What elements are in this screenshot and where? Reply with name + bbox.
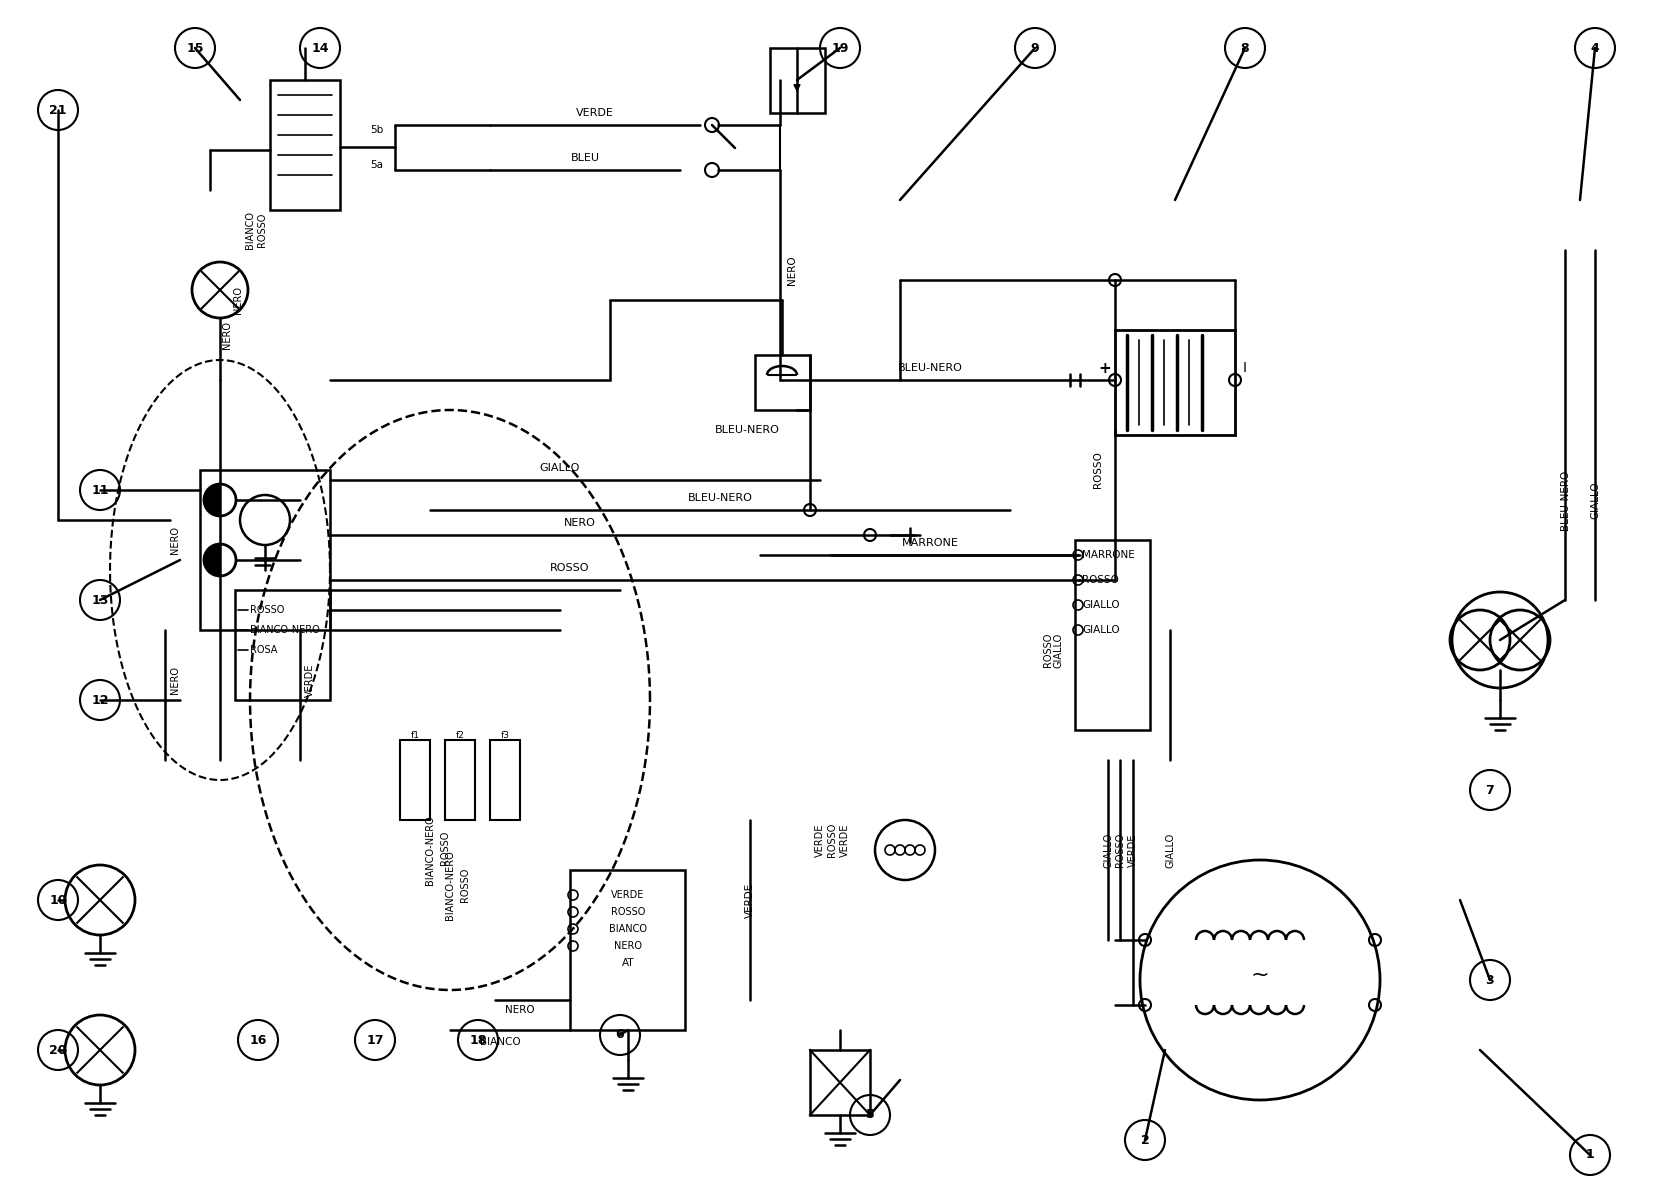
Text: BLEU-NERO: BLEU-NERO — [898, 363, 962, 374]
Text: 12: 12 — [91, 693, 109, 706]
Text: BLEU-NERO: BLEU-NERO — [688, 492, 752, 503]
Text: f1: f1 — [410, 730, 420, 740]
Text: VERDE: VERDE — [306, 663, 316, 697]
Text: NERO: NERO — [233, 286, 243, 313]
Text: 10: 10 — [50, 894, 66, 907]
Text: 4: 4 — [1590, 42, 1600, 54]
Text: ROSSO: ROSSO — [256, 213, 268, 247]
Text: NERO: NERO — [170, 526, 180, 554]
Text: 11: 11 — [91, 484, 109, 496]
Bar — [770, 48, 825, 113]
Text: BIANCO-NERO: BIANCO-NERO — [250, 625, 319, 635]
Text: f3: f3 — [501, 730, 509, 740]
Text: VERDE: VERDE — [815, 824, 825, 856]
Text: BLEU-NERO: BLEU-NERO — [1560, 470, 1570, 530]
Text: 1: 1 — [1585, 1148, 1595, 1161]
Bar — [200, 470, 331, 631]
Text: 7: 7 — [1486, 783, 1494, 796]
Text: 6: 6 — [615, 1028, 625, 1041]
Text: VERDE: VERDE — [746, 883, 755, 918]
Text: NERO: NERO — [170, 667, 180, 694]
Text: I: I — [1243, 362, 1246, 375]
Text: ROSSO: ROSSO — [826, 823, 836, 858]
Polygon shape — [203, 544, 220, 576]
Text: NERO: NERO — [564, 518, 597, 528]
Text: BLEU: BLEU — [570, 153, 600, 163]
Text: ROSSO: ROSSO — [612, 907, 645, 918]
Text: 8: 8 — [1241, 42, 1250, 54]
Bar — [269, 80, 341, 210]
Text: BIANCO-NERO: BIANCO-NERO — [425, 815, 435, 885]
Bar — [445, 740, 474, 820]
Text: 20: 20 — [50, 1044, 66, 1057]
Bar — [570, 870, 684, 1030]
Text: 5b: 5b — [370, 125, 383, 135]
Text: ROSSO: ROSSO — [1093, 452, 1103, 489]
Text: GIALLO: GIALLO — [1083, 625, 1119, 635]
Text: GIALLO: GIALLO — [1103, 832, 1112, 867]
Text: BIANCO-NERO: BIANCO-NERO — [445, 850, 455, 920]
Text: GIALLO: GIALLO — [1083, 600, 1119, 610]
Text: 19: 19 — [831, 42, 848, 54]
Text: NERO: NERO — [222, 321, 231, 349]
Text: 15: 15 — [187, 42, 203, 54]
Text: ROSSO: ROSSO — [250, 605, 284, 615]
Text: GIALLO: GIALLO — [1053, 633, 1063, 668]
Text: ROSSO: ROSSO — [1083, 575, 1119, 585]
Text: MARRONE: MARRONE — [901, 538, 959, 548]
Text: VERDE: VERDE — [1127, 833, 1137, 867]
Bar — [755, 355, 810, 410]
Bar — [1116, 330, 1235, 435]
Text: AT: AT — [622, 958, 635, 968]
Text: f2: f2 — [456, 730, 464, 740]
Bar — [235, 590, 331, 700]
Bar — [810, 1050, 869, 1115]
Text: ~: ~ — [1251, 964, 1270, 985]
Text: NERO: NERO — [506, 1005, 536, 1015]
Text: ROSSO: ROSSO — [550, 563, 590, 573]
Text: 2: 2 — [1141, 1134, 1149, 1147]
Text: VERDE: VERDE — [575, 108, 613, 118]
Text: 18: 18 — [469, 1034, 486, 1046]
Bar — [489, 740, 521, 820]
Polygon shape — [203, 484, 220, 516]
Text: 5a: 5a — [370, 160, 383, 171]
Text: 21: 21 — [50, 103, 66, 116]
Text: 13: 13 — [91, 593, 109, 607]
Text: BIANCO: BIANCO — [245, 211, 255, 249]
Text: ROSSO: ROSSO — [460, 868, 469, 902]
Bar — [400, 740, 430, 820]
Text: ROSSO: ROSSO — [440, 831, 450, 865]
Text: VERDE: VERDE — [840, 824, 850, 856]
Text: 9: 9 — [1031, 42, 1040, 54]
Text: 14: 14 — [311, 42, 329, 54]
Text: VERDE: VERDE — [612, 890, 645, 900]
Text: +: + — [1099, 360, 1111, 376]
Text: NERO: NERO — [787, 255, 797, 285]
Text: BIANCO: BIANCO — [479, 1036, 521, 1047]
Text: MARRONE: MARRONE — [1083, 550, 1134, 560]
Text: 16: 16 — [250, 1034, 266, 1046]
Text: GIALLO: GIALLO — [1590, 482, 1600, 519]
Text: NERO: NERO — [613, 942, 641, 951]
Text: GIALLO: GIALLO — [1165, 832, 1175, 867]
Text: ROSSO: ROSSO — [1116, 832, 1126, 867]
Text: BIANCO: BIANCO — [608, 924, 646, 934]
Text: GIALLO: GIALLO — [541, 464, 580, 473]
Text: BLEU-NERO: BLEU-NERO — [716, 425, 780, 435]
Text: 5: 5 — [866, 1109, 874, 1122]
Text: 3: 3 — [1486, 974, 1494, 986]
Bar — [1074, 540, 1150, 730]
Text: ROSSO: ROSSO — [1043, 633, 1053, 668]
Text: 17: 17 — [367, 1034, 383, 1046]
Text: ROSA: ROSA — [250, 645, 278, 655]
